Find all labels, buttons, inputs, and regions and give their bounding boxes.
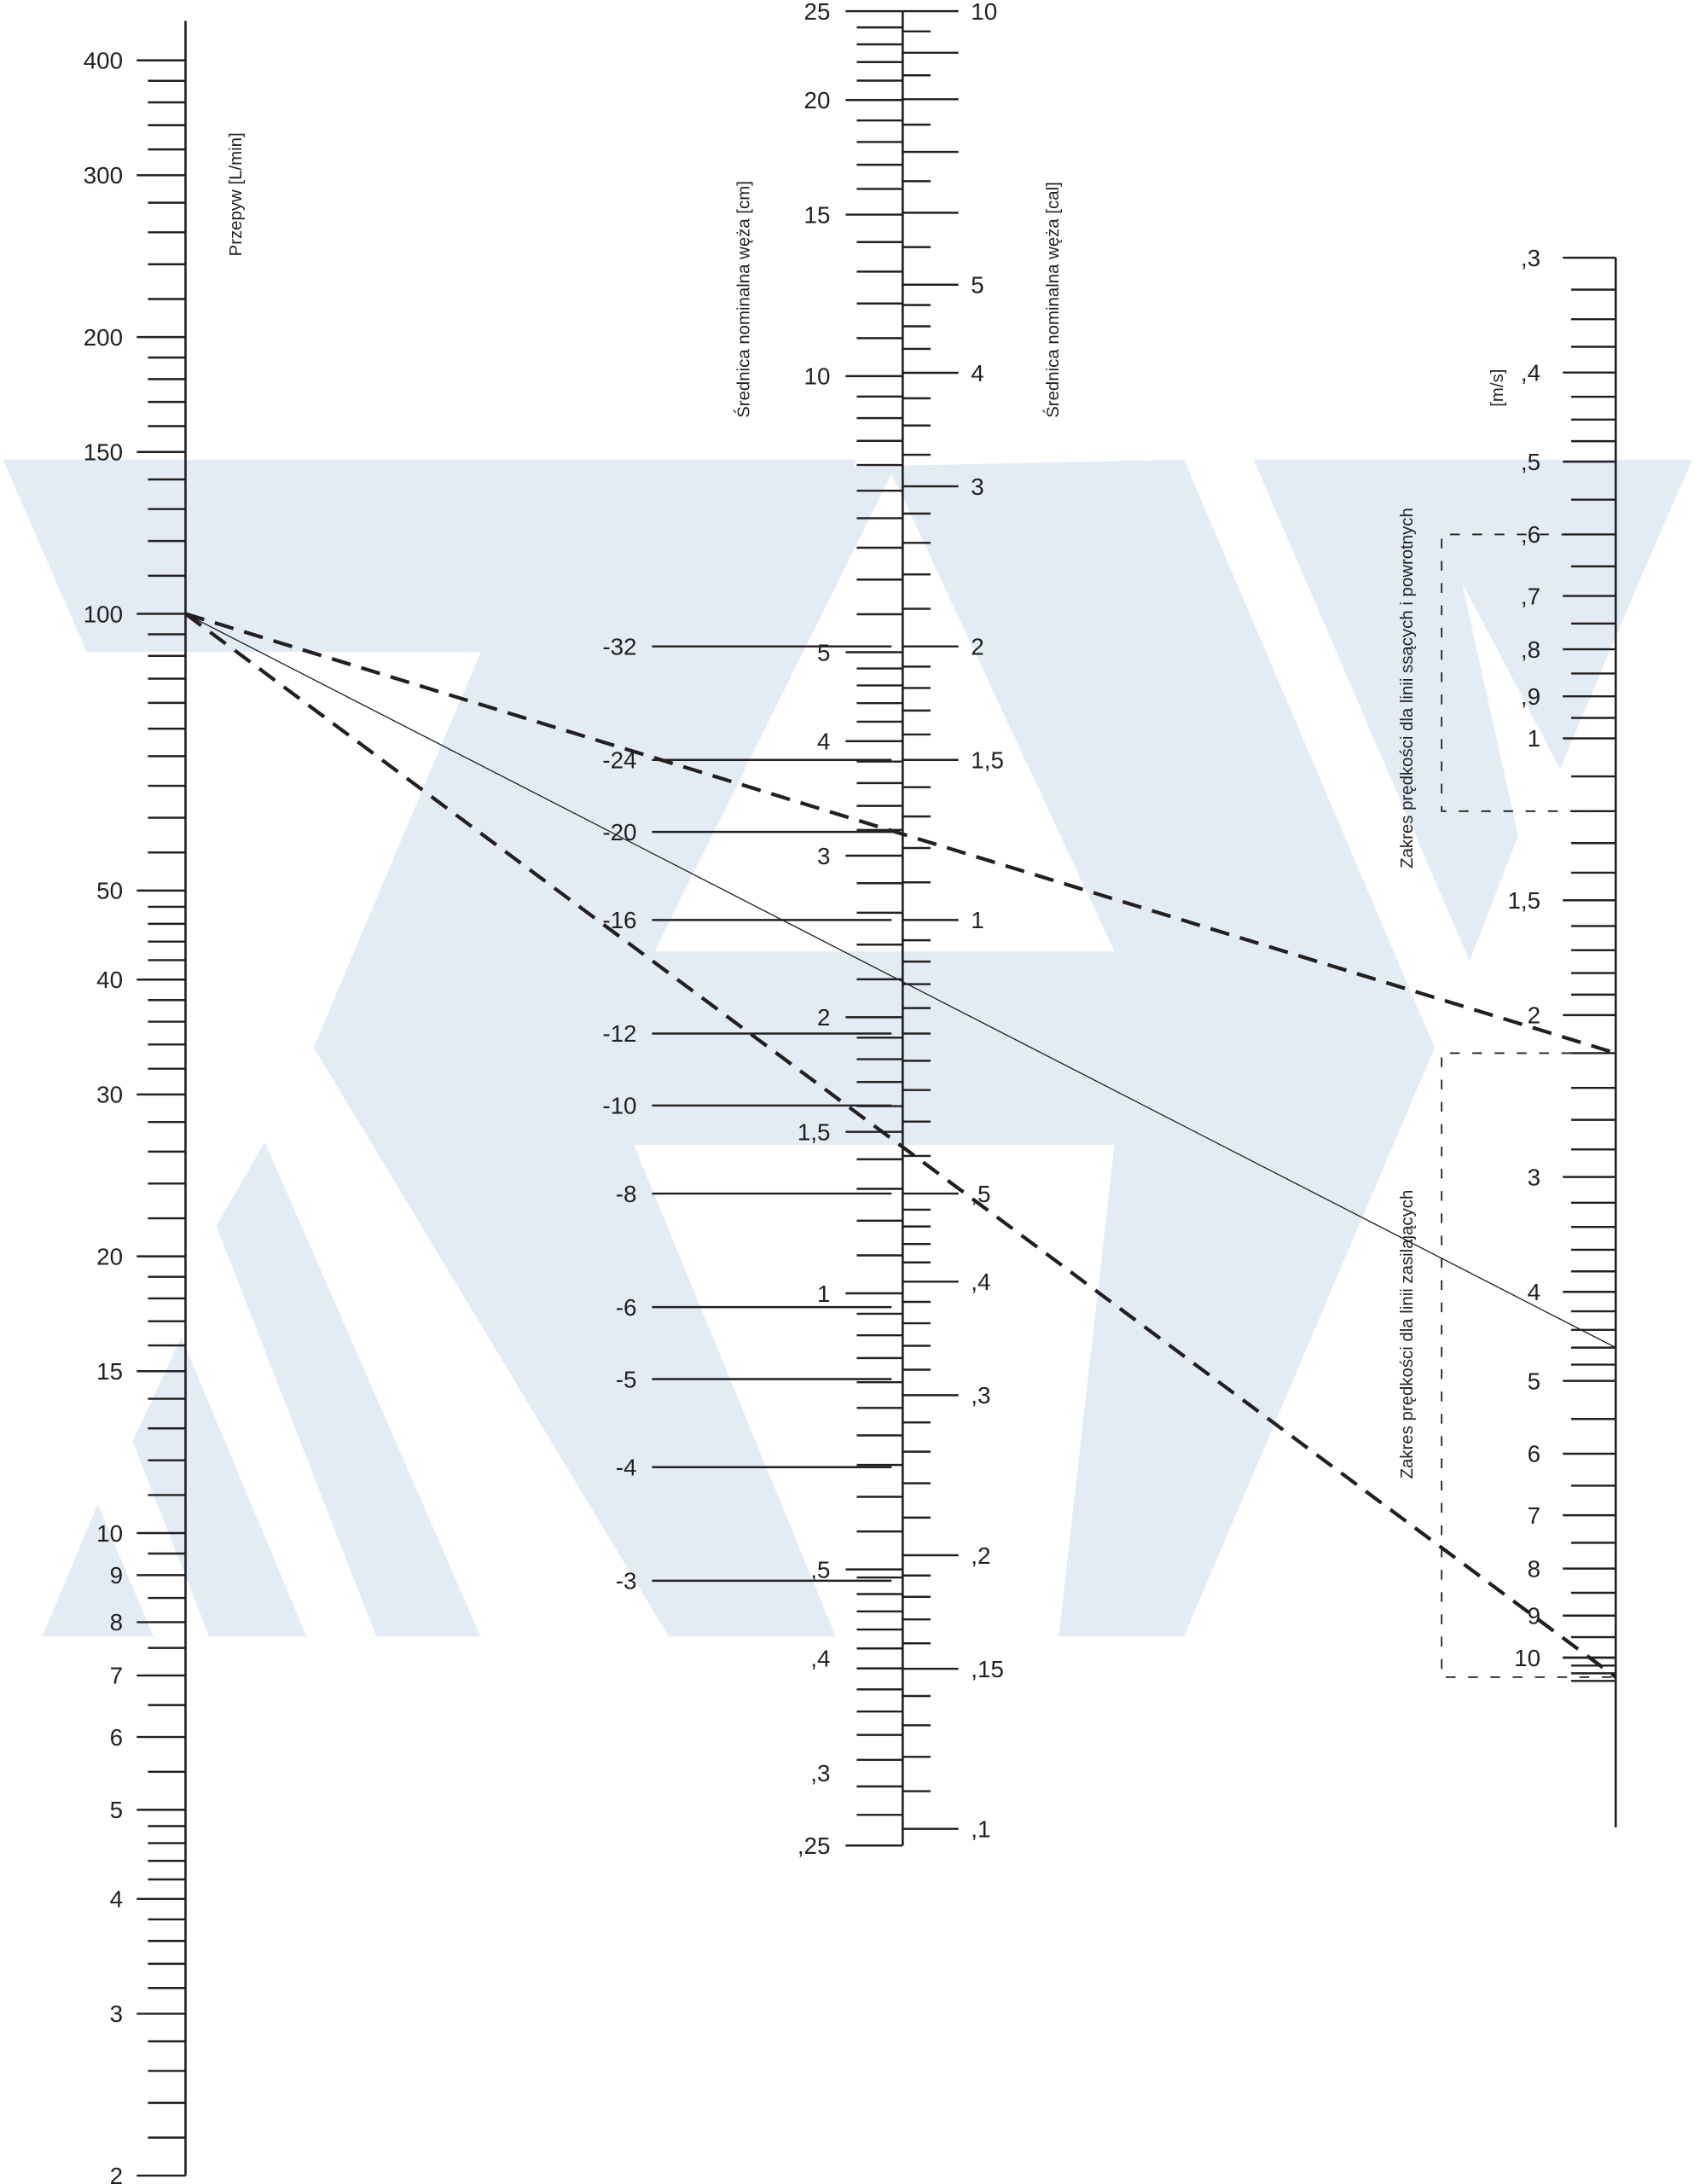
- flow-axis-label: 40: [96, 967, 123, 993]
- flow-axis-label: 15: [96, 1358, 123, 1385]
- flow-axis-label: 50: [96, 878, 123, 904]
- diameter-cm-label: 2: [817, 1004, 830, 1031]
- velocity-axis-label: 5: [1528, 1368, 1540, 1394]
- flow-axis-label: 6: [110, 1724, 123, 1751]
- diameter-inch-label: 1,5: [971, 747, 1004, 774]
- diameter-inch-label: 5: [971, 272, 983, 299]
- flow-axis-label: 9: [110, 1562, 123, 1589]
- velocity-axis-label: 3: [1528, 1164, 1540, 1190]
- velocity-axis-label: 10: [1514, 1645, 1540, 1671]
- hose-size-label: -12: [602, 1020, 636, 1047]
- watermark-shape: [42, 1504, 154, 1637]
- diameter-inch-label: 1: [971, 907, 983, 933]
- hose-size-markers: -32-24-20-16-12-10-8-6-5-4-3: [602, 633, 892, 1594]
- watermark-shape: [216, 1141, 481, 1637]
- diameter-cm-label: 4: [817, 729, 830, 755]
- flow-axis-label: 20: [96, 1243, 123, 1269]
- flow-axis-label: 200: [84, 324, 123, 351]
- flow-axis-label: 5: [110, 1797, 123, 1823]
- hose-size-label: -20: [602, 819, 636, 845]
- velocity-axis-label: ,9: [1521, 683, 1540, 710]
- diameter-inch-axis-title: Średnica nominalna węża [cal]: [1042, 182, 1063, 418]
- watermark-logo: [3, 459, 1693, 1637]
- hose-size-label: -3: [616, 1568, 637, 1594]
- diameter-cm-label: 3: [817, 843, 830, 869]
- diameter-inch-label: 2: [971, 633, 983, 659]
- diameter-inch-label: ,1: [971, 1815, 990, 1842]
- flow-axis-label: 2: [110, 2163, 123, 2184]
- flow-axis-label: 7: [110, 1663, 123, 1689]
- flow-axis-label: 100: [84, 601, 123, 627]
- diameter-cm-label: 10: [804, 363, 831, 390]
- suction-velocity-range-box: [1441, 533, 1616, 812]
- flow-axis-label: 400: [84, 48, 123, 74]
- velocity-axis-label: ,3: [1521, 245, 1540, 271]
- hose-size-label: -10: [602, 1093, 636, 1119]
- diameter-cm-label: ,5: [810, 1556, 830, 1583]
- diameter-cm-label: 5: [817, 639, 830, 665]
- diameter-cm-label: ,25: [798, 1833, 831, 1859]
- diameter-cm-axis-title: Średnica nominalna węża [cm]: [734, 181, 754, 418]
- velocity-axis-label: 9: [1528, 1603, 1540, 1629]
- flow-axis-label: 4: [110, 1886, 123, 1913]
- hose-size-label: -8: [616, 1181, 637, 1207]
- velocity-range-boxes: [1441, 533, 1616, 1678]
- flow-axis-label: 30: [96, 1082, 123, 1108]
- example-line-dashed: [184, 612, 1617, 1679]
- flow-axis-title: Przepyw [L/min]: [227, 132, 246, 256]
- diameter-cm-label: 25: [804, 0, 831, 25]
- velocity-axis-label: ,6: [1521, 521, 1540, 548]
- velocity-axis-label: 4: [1528, 1279, 1540, 1305]
- diameter-inch-label: ,15: [971, 1656, 1004, 1682]
- diameter-cm-label: ,3: [810, 1760, 830, 1786]
- watermark-shape: [132, 1337, 307, 1637]
- diameter-inch-label: 3: [971, 473, 983, 500]
- diameter-cm-label: 1,5: [798, 1118, 831, 1145]
- example-line-solid: [185, 613, 1616, 1349]
- diameter-inch-label: ,2: [971, 1542, 990, 1569]
- watermark-shape: [313, 459, 1435, 1637]
- velocity-axis-label: ,4: [1521, 359, 1540, 386]
- velocity-axis-label: ,8: [1521, 636, 1540, 663]
- diameter-cm-label: 1: [817, 1281, 830, 1307]
- flow-axis-label: 300: [84, 162, 123, 189]
- example-line-dashed: [184, 612, 1616, 1055]
- example-lines: [184, 612, 1617, 1679]
- velocity-axis-label: 1: [1528, 725, 1540, 752]
- hose-size-label: -32: [602, 633, 636, 659]
- diameter-inch-label: ,4: [971, 1269, 990, 1295]
- supply-range-label: Zakres prędkości dla linii zasilających: [1398, 1190, 1417, 1479]
- flow-axis-label: 150: [84, 439, 123, 466]
- flow-axis-label: 8: [110, 1609, 123, 1635]
- diameter-cm-label: 20: [804, 87, 831, 113]
- velocity-axis-label: ,7: [1521, 583, 1540, 609]
- diameter-inch-label: 4: [971, 360, 983, 386]
- velocity-axis-label: ,5: [1521, 449, 1540, 475]
- hose-size-label: -5: [616, 1366, 637, 1392]
- flow-axis-label: 3: [110, 2001, 123, 2027]
- hose-size-label: -6: [616, 1294, 637, 1321]
- axes: 4003002001501005040302015109876543225201…: [84, 0, 1617, 2184]
- velocity-axis-label: 1,5: [1507, 887, 1540, 914]
- velocity-axis-label: 6: [1528, 1441, 1540, 1467]
- watermark-shape: [1253, 459, 1518, 961]
- suction-range-label: Zakres prędkości dla linii ssących i pow…: [1398, 508, 1417, 868]
- watermark-shape: [1427, 459, 1693, 770]
- velocity-axis-label: 8: [1528, 1555, 1540, 1582]
- velocity-axis-title: [m/s]: [1488, 369, 1507, 407]
- velocity-axis-label: 7: [1528, 1502, 1540, 1529]
- diameter-inch-label: ,3: [971, 1382, 990, 1409]
- velocity-axis-label: 2: [1528, 1002, 1540, 1029]
- diameter-inch-label: 10: [971, 0, 997, 25]
- diameter-cm-label: ,4: [810, 1646, 830, 1672]
- diameter-cm-label: 15: [804, 201, 831, 228]
- flow-axis-label: 10: [96, 1520, 123, 1547]
- hose-size-label: -4: [616, 1455, 637, 1481]
